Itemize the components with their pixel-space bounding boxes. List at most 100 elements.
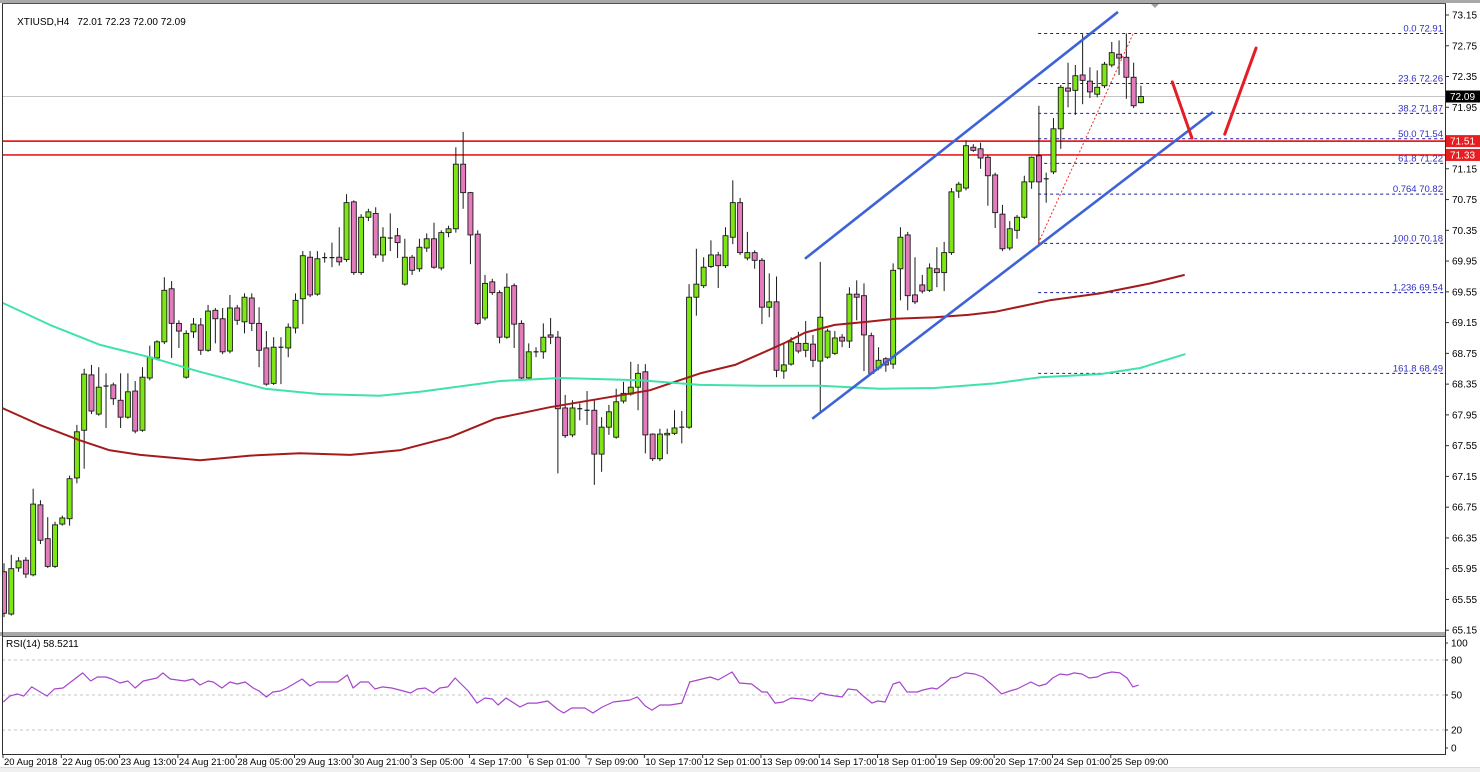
candle[interactable] bbox=[394, 228, 401, 259]
candle[interactable] bbox=[285, 323, 292, 358]
candle[interactable] bbox=[744, 231, 751, 261]
candle[interactable] bbox=[926, 263, 933, 292]
candle[interactable] bbox=[693, 248, 700, 316]
candle[interactable] bbox=[941, 241, 948, 292]
candle[interactable] bbox=[1130, 62, 1137, 109]
candle[interactable] bbox=[460, 131, 467, 209]
candle[interactable] bbox=[584, 391, 590, 425]
candle[interactable] bbox=[81, 368, 88, 469]
candle[interactable] bbox=[66, 475, 73, 526]
candle[interactable] bbox=[664, 428, 671, 455]
candle[interactable] bbox=[904, 231, 911, 311]
candle[interactable] bbox=[503, 273, 510, 339]
candle[interactable] bbox=[773, 276, 780, 378]
candle[interactable] bbox=[2, 563, 7, 618]
candle[interactable] bbox=[963, 140, 969, 191]
candle[interactable] bbox=[350, 200, 357, 275]
candle[interactable] bbox=[1137, 85, 1144, 104]
candle[interactable] bbox=[8, 554, 15, 616]
candle[interactable] bbox=[562, 394, 569, 438]
candle[interactable] bbox=[365, 208, 372, 222]
candle[interactable] bbox=[132, 381, 139, 434]
candle[interactable] bbox=[263, 331, 270, 386]
candle[interactable] bbox=[554, 331, 561, 474]
candle[interactable] bbox=[88, 364, 95, 415]
candle[interactable] bbox=[649, 433, 656, 462]
candle[interactable] bbox=[751, 250, 758, 269]
candle[interactable] bbox=[226, 294, 233, 354]
candle[interactable] bbox=[540, 323, 547, 359]
candle[interactable] bbox=[154, 340, 160, 361]
candle[interactable] bbox=[44, 517, 51, 568]
candle[interactable] bbox=[1072, 64, 1079, 115]
candle[interactable] bbox=[861, 283, 867, 372]
candle[interactable] bbox=[205, 304, 212, 352]
candle[interactable] bbox=[234, 304, 241, 325]
candle[interactable] bbox=[831, 331, 838, 355]
candle[interactable] bbox=[897, 227, 904, 301]
candle[interactable] bbox=[700, 257, 707, 288]
candle[interactable] bbox=[1035, 105, 1042, 244]
candle[interactable] bbox=[577, 403, 583, 421]
candle[interactable] bbox=[977, 142, 984, 169]
candle[interactable] bbox=[679, 411, 685, 444]
candle[interactable] bbox=[1094, 70, 1101, 98]
candle[interactable] bbox=[292, 293, 299, 334]
candle[interactable] bbox=[1116, 40, 1123, 75]
candle[interactable] bbox=[511, 283, 518, 348]
candle[interactable] bbox=[955, 181, 962, 199]
candle[interactable] bbox=[212, 307, 219, 344]
candle[interactable] bbox=[1006, 221, 1013, 251]
candle[interactable] bbox=[788, 337, 795, 366]
candle[interactable] bbox=[890, 263, 897, 369]
candle[interactable] bbox=[984, 154, 991, 206]
candle[interactable] bbox=[489, 278, 496, 295]
candle[interactable] bbox=[737, 198, 744, 255]
candle[interactable] bbox=[598, 417, 605, 472]
candle[interactable] bbox=[256, 307, 263, 368]
candle[interactable] bbox=[73, 424, 80, 484]
candle[interactable] bbox=[1043, 172, 1049, 203]
candle[interactable] bbox=[452, 147, 459, 233]
candle[interactable] bbox=[307, 251, 314, 298]
candle[interactable] bbox=[1101, 61, 1108, 89]
forecast-arrow-line[interactable] bbox=[1170, 80, 1194, 140]
candle[interactable] bbox=[401, 238, 408, 286]
candle[interactable] bbox=[707, 240, 714, 269]
candle[interactable] bbox=[766, 273, 773, 318]
candle[interactable] bbox=[999, 204, 1006, 252]
candle[interactable] bbox=[547, 317, 554, 345]
candle[interactable] bbox=[591, 400, 598, 485]
candle[interactable] bbox=[52, 521, 58, 568]
candle[interactable] bbox=[1028, 156, 1035, 189]
candle[interactable] bbox=[124, 373, 131, 419]
candle[interactable] bbox=[175, 320, 182, 348]
candle[interactable] bbox=[868, 332, 875, 375]
candle[interactable] bbox=[533, 347, 539, 358]
candle[interactable] bbox=[110, 382, 117, 405]
candle[interactable] bbox=[423, 233, 430, 252]
candle[interactable] bbox=[759, 258, 765, 325]
candle[interactable] bbox=[380, 227, 386, 262]
candle[interactable] bbox=[409, 254, 416, 275]
candle[interactable] bbox=[336, 227, 343, 266]
candle[interactable] bbox=[59, 515, 66, 526]
candle[interactable] bbox=[810, 334, 816, 368]
candle[interactable] bbox=[248, 293, 255, 332]
candle[interactable] bbox=[445, 225, 452, 238]
candle[interactable] bbox=[525, 343, 532, 381]
candle[interactable] bbox=[117, 373, 124, 428]
candle[interactable] bbox=[15, 557, 22, 572]
candle[interactable] bbox=[197, 317, 204, 355]
candle[interactable] bbox=[139, 367, 146, 432]
candle[interactable] bbox=[780, 343, 787, 379]
candle[interactable] bbox=[270, 337, 277, 385]
candle[interactable] bbox=[314, 251, 321, 296]
candle[interactable] bbox=[146, 345, 153, 381]
candle[interactable] bbox=[30, 488, 37, 577]
panel-separator[interactable] bbox=[0, 632, 1446, 636]
candle[interactable] bbox=[322, 252, 328, 263]
candle[interactable] bbox=[431, 222, 437, 269]
